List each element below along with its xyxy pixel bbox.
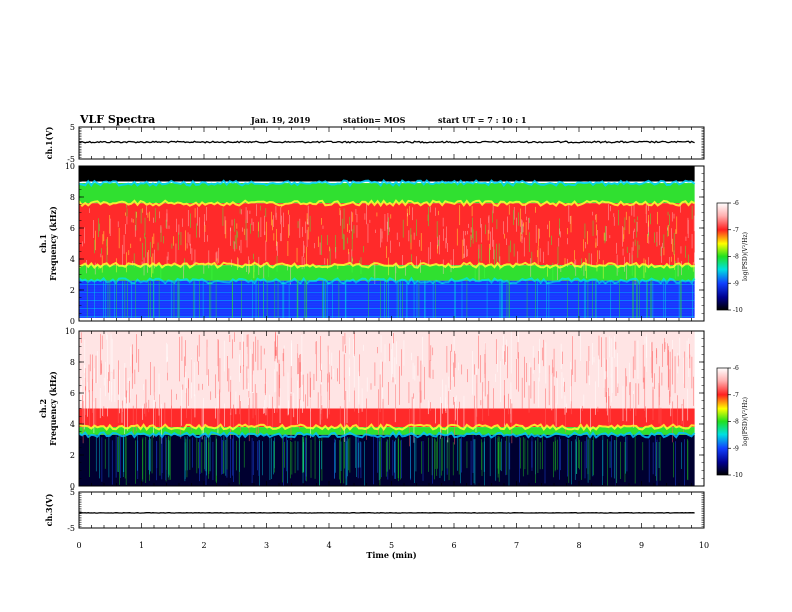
time-axis: 0 1 2 3 4 5 6 7 8 9 10 Time (min) — [76, 541, 709, 560]
ch1-colorbar: -6 -7 -8 -9 -10 log(PSD)(V²/Hz) — [716, 200, 749, 314]
ch2spec-band — [79, 427, 695, 435]
ch1-spectrogram-panel: 0 2 4 6 8 10 ch.1 Frequency (kHz) — [38, 162, 705, 326]
colorbar-tick-label: -10 — [733, 307, 743, 314]
ch2spec-ytick-label: 0 — [70, 482, 75, 491]
ch2spec-ylabel: Frequency (kHz) — [48, 371, 58, 446]
ch2spec-texture — [80, 331, 694, 447]
xtick-label: 3 — [264, 541, 269, 550]
xtick-label: 10 — [699, 541, 709, 550]
ch1wave-ytick-label: 5 — [70, 123, 75, 132]
ch1spec-ytick-label: 4 — [70, 255, 75, 264]
ch1spec-ylabel: ch.1 — [38, 234, 48, 253]
xtick-label: 8 — [576, 541, 581, 550]
ch1spec-fringe — [78, 261, 695, 269]
ch1wave-ytick-label: -5 — [67, 155, 75, 164]
xtick-label: 7 — [514, 541, 519, 550]
ch3wave-ytick-label: -5 — [67, 524, 75, 533]
ch1spec-ylabel: Frequency (kHz) — [48, 206, 58, 281]
ch1spec-ytick-label: 2 — [70, 286, 75, 295]
ch2spec-band — [79, 408, 695, 428]
ch1spec-band — [79, 265, 695, 281]
ch2spec-ytick-label: 10 — [65, 327, 75, 336]
ch2spec-ytick-label: 8 — [70, 358, 75, 367]
colorbar-tick-label: -7 — [733, 392, 739, 399]
xtick-label: 5 — [389, 541, 394, 550]
ch1wave-frame — [78, 126, 705, 160]
colorbar-label: log(PSD)(V²/Hz) — [742, 232, 749, 281]
xtick-label: 0 — [76, 541, 81, 550]
ch1spec-fringe — [78, 199, 696, 208]
ch1spec-ytick-label: 10 — [65, 162, 75, 171]
date-label: Jan. 19, 2019 — [250, 115, 311, 125]
colorbar-tick-label: -9 — [733, 280, 739, 287]
ch2spec-band — [79, 434, 695, 486]
figure-title: VLF Spectra — [79, 113, 155, 126]
colorbar-tick-label: -9 — [733, 445, 739, 452]
ch1spec-band — [79, 166, 695, 182]
ch2spec-fringe — [78, 422, 695, 432]
ch1wave-trace — [78, 140, 695, 144]
ch3wave-ytick-label: 5 — [70, 488, 75, 497]
colorbar-scale — [716, 367, 729, 476]
xtick-label: 4 — [326, 541, 331, 550]
start-time-label: start UT = 7 : 10 : 1 — [438, 115, 527, 125]
colorbar-tick-label: -10 — [733, 472, 743, 479]
ch2spec-ylabel: ch.2 — [38, 399, 48, 418]
station-label: station= MOS — [343, 115, 406, 125]
ch2spec-frame — [78, 330, 705, 487]
ch1spec-ytick-label: 6 — [70, 224, 75, 233]
ch3-waveform-panel: 5 -5 ch.3(V) — [44, 488, 705, 533]
ch1-waveform-panel: 5 -5 ch.1(V) — [44, 123, 705, 164]
ch3wave-frame — [78, 491, 705, 529]
ch2-spectrogram-panel: 0 2 4 6 8 10 ch.2 Frequency (kHz) — [38, 327, 705, 491]
colorbar-tick-label: -6 — [733, 200, 739, 207]
colorbar-tick-label: -6 — [733, 365, 739, 372]
colorbar-tick-label: -8 — [733, 419, 739, 426]
xaxis-label: Time (min) — [366, 550, 416, 560]
ch1spec-fringe — [78, 179, 696, 188]
ch1spec-ytick-label: 0 — [70, 317, 75, 326]
xtick-label: 1 — [139, 541, 144, 550]
xtick-label: 2 — [201, 541, 206, 550]
ch1spec-ytick-label: 8 — [70, 193, 75, 202]
ch1spec-frame — [78, 165, 705, 322]
colorbar-scale — [716, 202, 729, 311]
ch1spec-texture — [82, 203, 695, 285]
ch1wave-ylabel: ch.1(V) — [44, 126, 54, 159]
ch1spec-band — [79, 183, 695, 204]
colorbar-tick-label: -7 — [733, 227, 739, 234]
ch2spec-ytick-label: 2 — [70, 451, 75, 460]
ch2-colorbar: -6 -7 -8 -9 -10 log(PSD)(V²/Hz) — [716, 365, 749, 479]
xtick-label: 6 — [451, 541, 456, 550]
ch2spec-ytick-label: 4 — [70, 420, 75, 429]
ch2spec-fringe — [78, 430, 696, 439]
ch2spec-ytick-label: 6 — [70, 389, 75, 398]
colorbar-tick-label: -8 — [733, 254, 739, 261]
colorbar-label: log(PSD)(V²/Hz) — [742, 397, 749, 446]
ch3wave-ylabel: ch.3(V) — [44, 493, 54, 526]
xtick-label: 9 — [639, 541, 644, 550]
